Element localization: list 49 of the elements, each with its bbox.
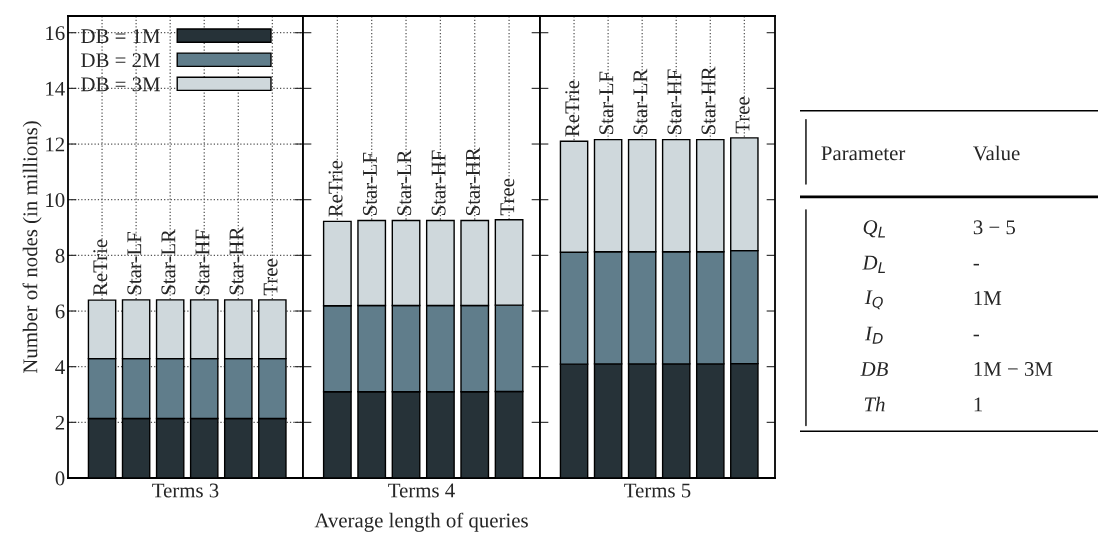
- y-tick-label: 4: [55, 360, 65, 374]
- x-tick-label: Tree: [263, 259, 278, 296]
- x-tick-label: ReTrie: [93, 239, 108, 296]
- legend-label: DB = 1M: [81, 29, 160, 44]
- text: I$_{Q}$: [864, 290, 883, 310]
- x-tick-label: Star-HR: [229, 226, 244, 295]
- category-label: Parameter: [821, 146, 906, 161]
- text: Q$_{L}$: [863, 220, 886, 238]
- text: Average length of queries: [314, 512, 528, 532]
- y-tick-label: 0: [55, 471, 65, 486]
- x-tick-label: ReTrie: [565, 80, 580, 137]
- y-tick-label: 2: [55, 415, 65, 430]
- y-axis-title: Number of nodes (in millions): [22, 121, 42, 374]
- text: Th: [864, 396, 885, 412]
- x-tick-label: Star-LF: [599, 71, 614, 134]
- x-tick-label: Star-HF: [667, 69, 682, 134]
- x-tick-label: Star-LF: [362, 152, 377, 215]
- x-tick-label: ReTrie: [328, 160, 343, 217]
- x-axis-title: Terms 3: [152, 483, 219, 498]
- x-axis-title: Terms 4: [388, 483, 455, 498]
- y-tick-label: 6: [55, 304, 65, 319]
- x-axis-title: Terms 5: [624, 483, 691, 498]
- category-label: Value: [973, 145, 1020, 161]
- x-tick-label: Tree: [735, 97, 750, 134]
- x-tick-label: Star-LF: [127, 232, 142, 295]
- text: D$_{L}$: [862, 255, 886, 273]
- x-tick-label: Star-HF: [195, 229, 210, 295]
- x-tick-label: Star-LR: [397, 149, 412, 215]
- legend-label: DB = 2M: [81, 53, 160, 68]
- x-tick-label: Star-HR: [701, 66, 716, 134]
- text: 1: [974, 397, 983, 412]
- y-tick-label: 14: [46, 81, 65, 96]
- text: 1M: [974, 291, 1002, 305]
- text: 1M − 3M: [974, 362, 1053, 377]
- text: -: [973, 334, 980, 337]
- y-tick-label: 12: [46, 137, 65, 152]
- x-tick-label: Star-LR: [633, 68, 648, 134]
- text: DB: [860, 362, 888, 376]
- y-tick-label: 10: [46, 193, 65, 208]
- text: I$_{D}$: [864, 326, 883, 344]
- text: 3 − 5: [973, 220, 1016, 235]
- x-tick-label: Star-HF: [431, 150, 446, 215]
- x-tick-label: Tree: [500, 178, 515, 216]
- legend-label: DB = 3M: [81, 77, 160, 92]
- x-tick-label: Star-LR: [161, 229, 176, 295]
- y-tick-label: 16: [46, 26, 65, 41]
- x-tick-label: Star-HR: [465, 147, 480, 215]
- text: -: [973, 263, 980, 266]
- y-tick-label: 8: [55, 248, 65, 263]
